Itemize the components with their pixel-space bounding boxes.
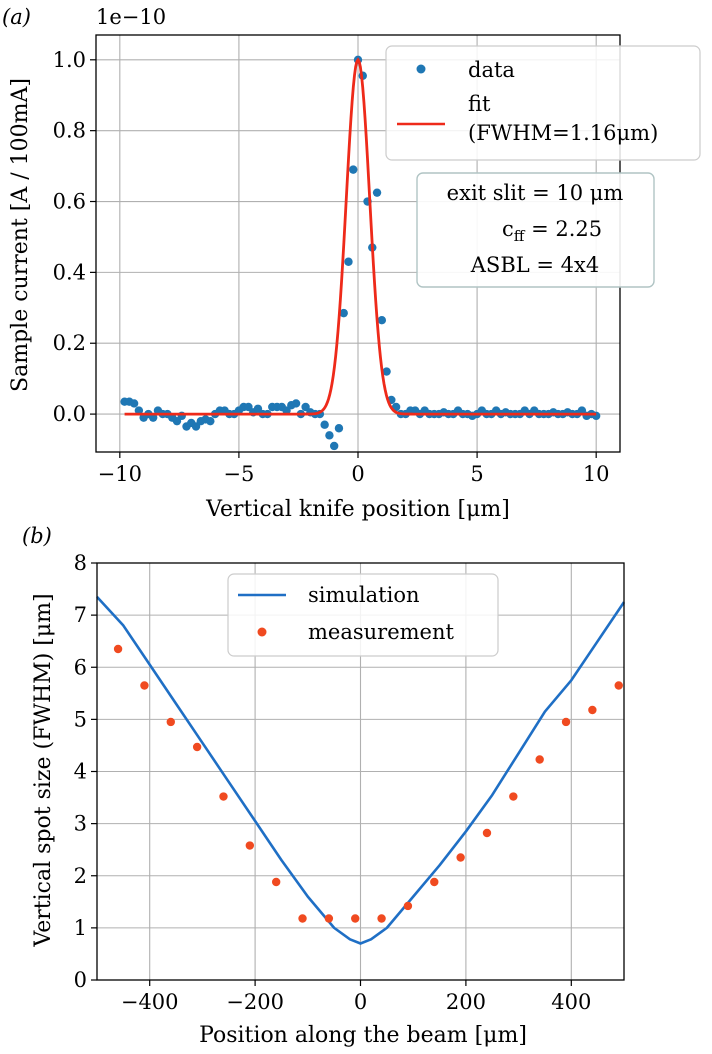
panel-b-ylabel: Vertical spot size (FWHM) [μm] [31, 593, 56, 947]
x-tick-label: −400 [121, 990, 179, 1014]
y-tick-label: 0.4 [53, 260, 86, 284]
panel-b-legend-box [227, 573, 499, 657]
measurement-point [113, 644, 123, 654]
data-point [329, 441, 339, 451]
measurement-point [561, 717, 571, 727]
measurement-point [219, 792, 228, 801]
data-point [349, 165, 358, 174]
data-point [320, 420, 329, 429]
y-tick-label: 7 [74, 603, 87, 627]
measurement-point [351, 914, 360, 923]
x-tick-label: 0 [354, 990, 367, 1014]
measurement-point [166, 717, 175, 727]
measurement-point [456, 853, 465, 862]
x-tick-label: 400 [551, 990, 591, 1014]
measurement-point [377, 914, 386, 923]
y-tick-label: 4 [74, 760, 87, 784]
panel-a-xlabel: Vertical knife position [μm] [205, 497, 510, 522]
panel-b-ticks: −400 −200 0 200 400 0 1 2 3 4 5 6 7 8 [74, 551, 592, 1014]
panel-b: (b) −400 −200 0 200 400 0 1 2 3 4 5 6 7 8 Position al… [22, 524, 626, 1048]
data-point [344, 257, 353, 266]
y-tick-label: 1.0 [53, 48, 86, 72]
legend-data-label: data [468, 58, 515, 82]
measurement-point [298, 914, 307, 923]
panel-a-curves [120, 55, 601, 451]
annotation-cff: cff = 2.25 [502, 217, 602, 245]
legend-measurement-marker [257, 627, 267, 637]
panel-a-legend: data fit (FWHM=1.16μm) [385, 45, 701, 161]
panel-a-annotation: exit slit = 10 μm cff = 2.25 ASBL = 4x4 [416, 172, 655, 288]
fit-curve [124, 57, 597, 416]
panel-b-label: (b) [22, 524, 52, 548]
y-tick-label: 0.6 [53, 190, 86, 214]
y-tick-label: 3 [74, 812, 87, 836]
measurement-point [192, 742, 202, 752]
data-point [325, 431, 334, 440]
measurement-point [271, 877, 281, 887]
measurement-point [535, 755, 544, 764]
data-point [291, 399, 301, 408]
data-point [339, 308, 348, 318]
y-tick-label: 8 [74, 551, 87, 575]
annotation-asbl: ASBL = 4x4 [470, 253, 599, 277]
legend-fit-label: fit [468, 92, 491, 116]
y-tick-label: 1 [74, 916, 87, 940]
measurement-point [482, 828, 492, 838]
legend-simulation-label: simulation [308, 583, 420, 607]
panel-a-ticks: −10 −5 0 5 10 0.0 0.2 0.4 0.6 0.8 1.0 [53, 48, 610, 486]
y-tick-label: 0 [74, 968, 87, 992]
x-tick-label: 5 [470, 462, 483, 486]
panel-a-ylabel: Sample current [A / 100mA] [8, 78, 33, 392]
panel-b-legend: simulation measurement [227, 573, 499, 657]
y-tick-label: 5 [74, 707, 87, 731]
data-point [372, 188, 382, 197]
y-tick-label: 0.8 [53, 119, 86, 143]
panel-a-scale-label: 1e−10 [96, 5, 166, 29]
simulation-line [96, 596, 626, 945]
data-point [382, 367, 391, 376]
panel-a: (a) 1e−10 −10 −5 0 5 10 0.0 0.2 0.4 0.6 0.8 1.0 Ve… [2, 5, 701, 522]
measurement-point [588, 705, 597, 715]
measurement-point [245, 841, 255, 850]
data-point [206, 416, 215, 426]
measurement-point [140, 681, 149, 690]
measurement-point [324, 914, 334, 923]
data-point [377, 316, 387, 325]
x-tick-label: −5 [223, 462, 254, 486]
y-tick-label: 6 [74, 655, 87, 679]
data-point [134, 406, 144, 415]
y-tick-label: 0.2 [53, 331, 86, 355]
data-point [334, 424, 344, 433]
x-tick-label: 0 [351, 462, 364, 486]
measurement-point [403, 901, 413, 911]
y-tick-label: 2 [74, 864, 87, 888]
panel-b-xlabel: Position along the beam [μm] [199, 1023, 527, 1048]
panel-b-curves [96, 596, 626, 945]
x-tick-label: 200 [446, 990, 486, 1014]
measurement-point [614, 681, 623, 690]
data-point [129, 399, 139, 408]
x-tick-label: −200 [226, 990, 284, 1014]
x-tick-label: 10 [583, 462, 610, 486]
legend-fit-label-2: (FWHM=1.16μm) [468, 121, 658, 145]
measurement-point [509, 792, 518, 801]
legend-data-marker [416, 64, 426, 74]
panel-a-legend-box [385, 45, 701, 161]
panel-a-label: (a) [2, 5, 31, 29]
measurement-point [430, 877, 439, 887]
y-tick-label: 0.0 [53, 402, 86, 426]
legend-measurement-label: measurement [308, 620, 454, 644]
panel-a-annotation-box [416, 172, 655, 288]
x-tick-label: −10 [98, 462, 142, 486]
annotation-exit-slit: exit slit = 10 μm [447, 181, 624, 205]
data-point [148, 413, 158, 422]
